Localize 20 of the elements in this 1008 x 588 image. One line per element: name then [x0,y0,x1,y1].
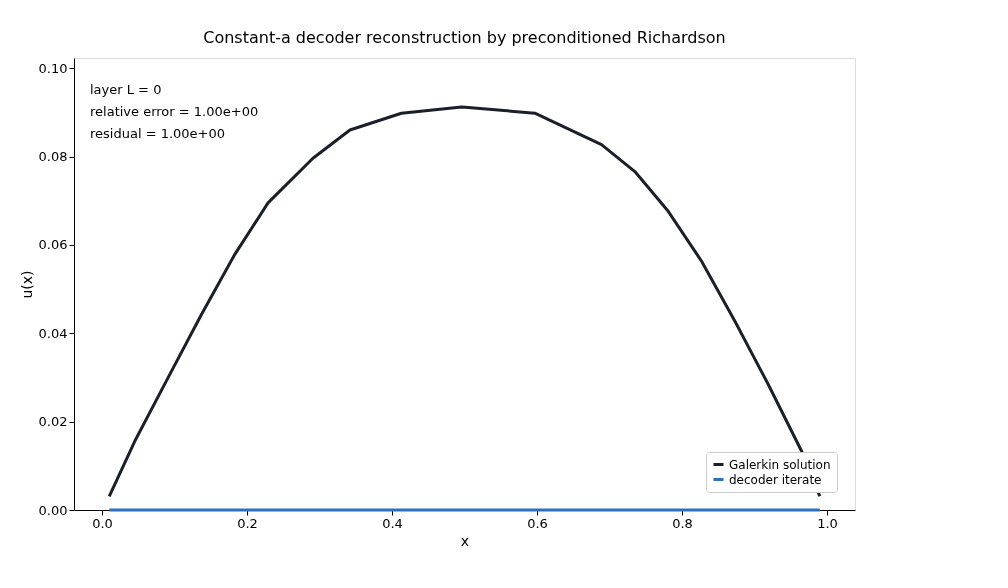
x-tick-label: 0.6 [527,515,548,531]
y-tick-label: 0.06 [38,237,68,253]
y-axis-title: u(x) [18,270,35,299]
annotation: residual = 1.00e+00 [90,126,226,141]
legend-label: Galerkin solution [729,457,831,472]
y-tick-label: 0.04 [38,325,68,341]
y-tick-label: 0.00 [38,502,68,518]
x-tick-label: 0.0 [92,515,113,531]
x-tick-label: 0.4 [382,515,403,531]
y-tick-label: 0.10 [38,60,68,76]
y-tick-label: 0.02 [38,414,68,430]
chart-title: Constant-a decoder reconstruction by preconditioned Richardson [203,28,726,47]
annotation: layer L = 0 [90,82,162,97]
y-tick-label: 0.08 [38,149,68,165]
x-tick-label: 0.2 [237,515,258,531]
annotation: relative error = 1.00e+00 [90,104,259,119]
x-tick-label: 0.8 [672,515,693,531]
x-tick-label: 1.0 [817,515,838,531]
legend-label: decoder iterate [729,472,822,487]
x-axis-title: x [460,532,470,549]
